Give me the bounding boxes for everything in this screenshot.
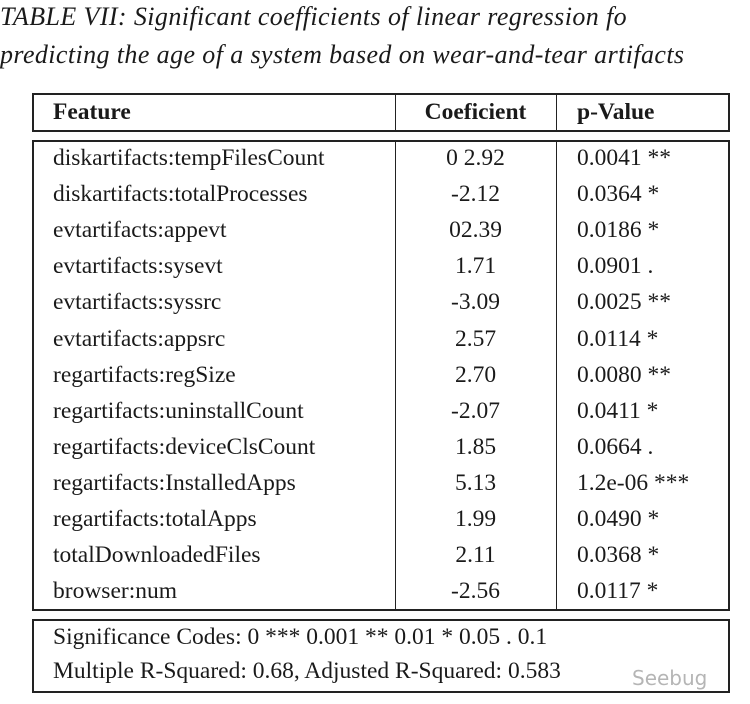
table-cell: regartifacts:regSize: [53, 361, 236, 388]
table-cell: 5.13: [454, 469, 497, 496]
table-cell: 0.0901 .: [577, 253, 654, 280]
table-cell: regartifacts:InstalledApps: [53, 469, 296, 496]
table-cell: 1.99: [454, 506, 497, 532]
watermark: Seebug: [632, 666, 708, 690]
table-cell: regartifacts:uninstallCount: [53, 397, 304, 424]
caption-line: predicting the age of a system based on …: [0, 40, 685, 69]
column-divider: [395, 140, 396, 611]
table-cell: evtartifacts:sysevt: [53, 253, 223, 280]
header-cell: Feature: [53, 99, 131, 125]
header-cell: p-Value: [577, 99, 655, 125]
table-cell: 1.71: [454, 253, 497, 280]
table-cell: 0.0080 **: [577, 361, 671, 388]
table-cell: 0.0490 *: [577, 506, 660, 532]
table-cell: 0.0025 **: [577, 289, 671, 316]
caption-line: TABLE VII: Significant coefficients of l…: [0, 2, 628, 31]
footer-box: [32, 619, 730, 693]
table-cell: browser:num: [53, 578, 178, 605]
table-cell: 0.0041 **: [577, 145, 671, 171]
table-cell: 1.85: [454, 433, 497, 460]
table-cell: evtartifacts:appsrc: [53, 325, 226, 352]
table-cell: 0.0117 *: [577, 578, 659, 605]
table-cell: 1.2e-06 ***: [577, 469, 690, 496]
table-cell: 2.70: [454, 361, 497, 388]
table-cell: 2.11: [455, 542, 496, 569]
header-box: [32, 93, 730, 132]
table-cell: totalDownloadedFiles: [53, 542, 261, 569]
table-cell: 02.39: [449, 217, 502, 244]
table-cell: 0.0186 *: [577, 217, 660, 244]
table-cell: 0.0368 *: [577, 542, 660, 569]
table-cell: 0.0364 *: [577, 181, 660, 208]
table-cell: -3.09: [451, 289, 500, 316]
table-cell: -2.07: [451, 397, 500, 424]
column-divider: [556, 140, 557, 611]
column-divider: [395, 93, 396, 132]
table-cell: evtartifacts:appevt: [53, 217, 227, 244]
header-cell: Coeficient: [424, 99, 527, 125]
body-box: [32, 140, 730, 611]
table-cell: -2.12: [451, 181, 500, 208]
table-cell: 0.0114 *: [577, 325, 659, 352]
table-cell: regartifacts:totalApps: [53, 506, 257, 532]
table-cell: 0 2.92: [446, 145, 505, 171]
table-cell: diskartifacts:totalProcesses: [53, 181, 308, 208]
table-cell: 0.0411 *: [577, 397, 659, 424]
footer-line: Significance Codes: 0 *** 0.001 ** 0.01 …: [53, 624, 548, 650]
footer-line: Multiple R-Squared: 0.68, Adjusted R-Squ…: [53, 658, 561, 684]
table-cell: regartifacts:deviceClsCount: [53, 433, 316, 460]
table-cell: 2.57: [454, 325, 497, 352]
column-divider: [556, 93, 557, 132]
table-cell: -2.56: [451, 578, 500, 605]
table-cell: 0.0664 .: [577, 433, 654, 460]
table-cell: evtartifacts:syssrc: [53, 289, 222, 316]
table-cell: diskartifacts:tempFilesCount: [53, 145, 325, 171]
